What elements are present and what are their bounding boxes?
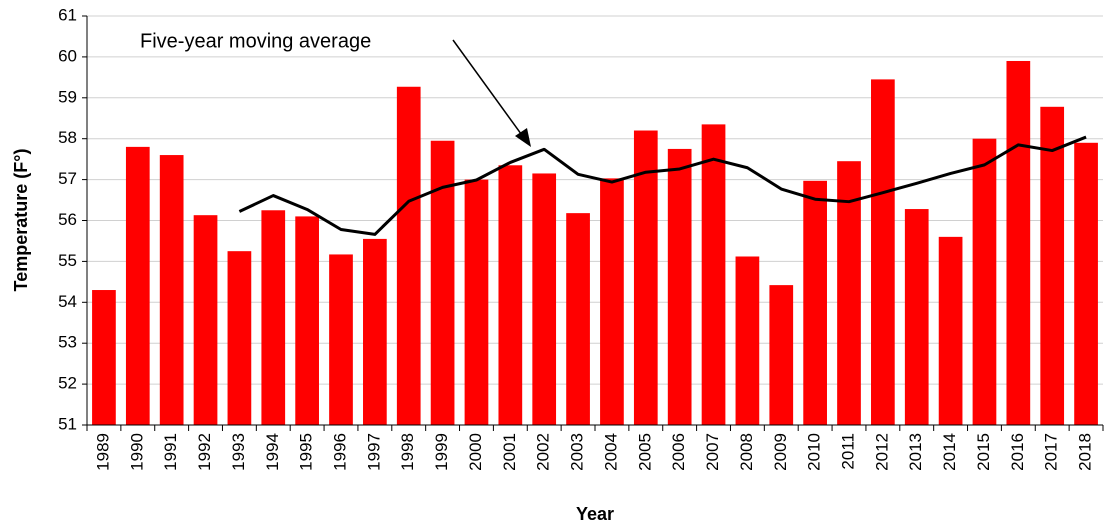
- bar: [329, 254, 353, 425]
- bar: [972, 138, 997, 425]
- y-tick-label: 55: [58, 251, 77, 270]
- annotation-arrow: [452, 39, 525, 139]
- x-tick-label: 1997: [364, 433, 383, 471]
- x-tick-label: 1993: [229, 433, 248, 471]
- line-annotation: Five-year moving average: [140, 30, 371, 52]
- x-tick-label: 1996: [330, 433, 349, 471]
- y-tick-label: 52: [58, 374, 77, 393]
- bar: [261, 210, 286, 425]
- x-tick-label: 1994: [263, 433, 282, 471]
- bar: [600, 178, 624, 425]
- x-tick-label: 2003: [568, 433, 587, 471]
- y-tick-label: 57: [58, 169, 77, 188]
- bar: [464, 179, 489, 425]
- y-tick-label: 59: [58, 87, 77, 106]
- y-tick-label: 54: [58, 292, 77, 311]
- x-tick-label: 2010: [805, 433, 824, 471]
- y-tick-label: 60: [58, 46, 77, 65]
- bar: [837, 161, 861, 425]
- x-tick-label: 2004: [601, 433, 620, 471]
- bar: [363, 238, 387, 425]
- bar: [904, 209, 929, 425]
- bar: [735, 256, 760, 425]
- bar: [295, 216, 319, 425]
- moving-average-line: [238, 135, 1087, 236]
- x-tick-label: 2017: [1042, 433, 1061, 471]
- bar: [701, 124, 726, 425]
- bar: [498, 165, 523, 425]
- x-tick-label: 2016: [1008, 433, 1027, 471]
- bar: [92, 290, 116, 425]
- bar: [125, 146, 150, 425]
- bar: [430, 140, 455, 425]
- y-tick-label: 61: [58, 5, 77, 24]
- bar: [871, 79, 895, 426]
- bar: [193, 215, 218, 425]
- y-tick-label: 51: [58, 414, 77, 433]
- x-tick-label: 1990: [127, 433, 146, 471]
- x-tick-label: 2001: [500, 433, 519, 471]
- x-tick-label: 2002: [534, 433, 553, 471]
- x-tick-label: 1992: [195, 433, 214, 471]
- x-tick-label: 1995: [297, 433, 316, 471]
- x-tick-label: 1998: [398, 433, 417, 471]
- x-tick-label: 2014: [940, 433, 959, 471]
- bar: [1040, 106, 1065, 425]
- x-tick-label: 2007: [703, 433, 722, 471]
- x-tick-label: 2005: [635, 433, 654, 471]
- x-tick-label: 2012: [872, 433, 891, 471]
- bar: [1074, 142, 1098, 426]
- y-axis-title: Temperature (F°): [11, 149, 31, 292]
- x-tick-label: 2018: [1076, 433, 1095, 471]
- x-tick-label: 1999: [432, 433, 451, 471]
- x-tick-label: 2000: [466, 433, 485, 471]
- bar: [803, 180, 827, 425]
- x-tick-label: 2006: [669, 433, 688, 471]
- x-tick-label: 1989: [93, 433, 112, 471]
- bar: [532, 173, 557, 425]
- x-tick-label: 1991: [161, 433, 180, 471]
- bar: [566, 213, 590, 425]
- bar: [769, 285, 794, 425]
- bar: [396, 86, 421, 426]
- x-tick-label: 2009: [771, 433, 790, 471]
- bar: [633, 130, 658, 425]
- bar: [227, 251, 252, 425]
- x-tick-label: 2011: [838, 433, 857, 470]
- annotation-arrowhead: [515, 128, 531, 147]
- y-tick-label: 56: [58, 210, 77, 229]
- x-tick-label: 2015: [974, 433, 993, 471]
- bar: [159, 155, 184, 425]
- bar: [1006, 60, 1031, 426]
- y-tick-label: 58: [58, 128, 77, 147]
- bar: [667, 148, 692, 426]
- y-tick-label: 53: [58, 333, 77, 352]
- x-tick-label: 2008: [737, 433, 756, 471]
- x-axis-title: Year: [576, 504, 614, 524]
- bar: [938, 236, 963, 425]
- x-tick-label: 2013: [906, 433, 925, 471]
